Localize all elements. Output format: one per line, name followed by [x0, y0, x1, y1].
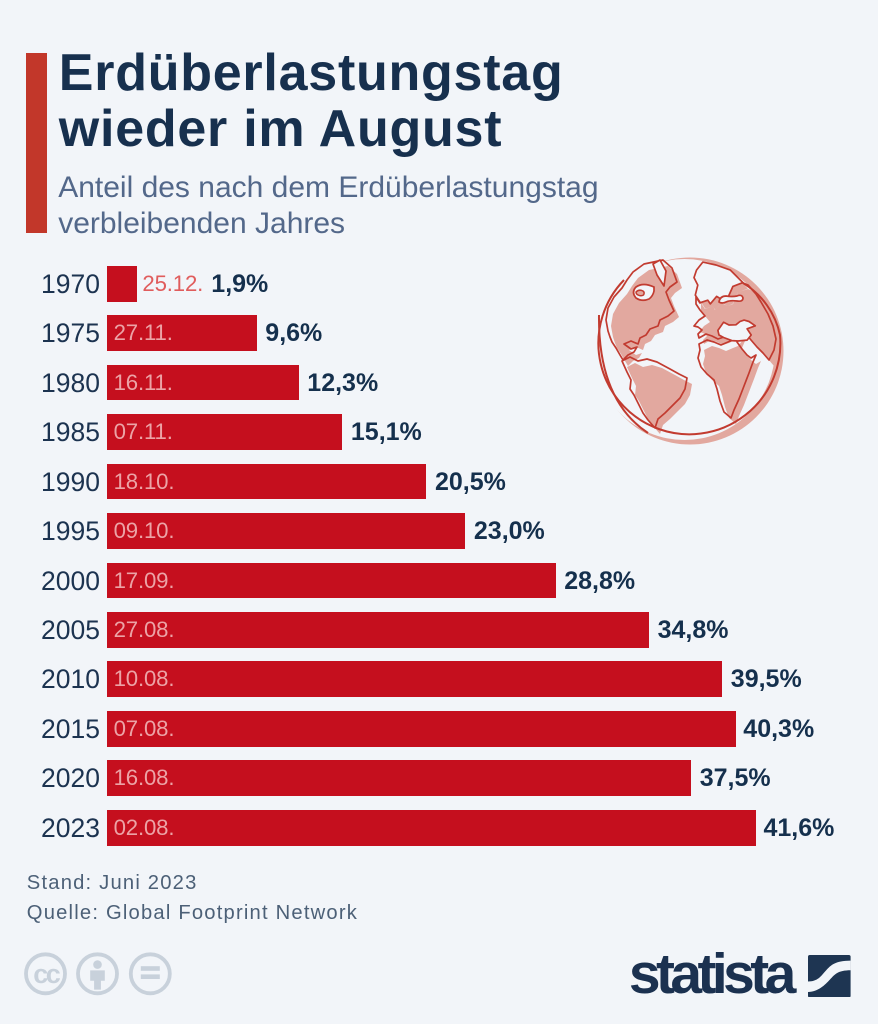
- svg-text:cc: cc: [33, 959, 61, 989]
